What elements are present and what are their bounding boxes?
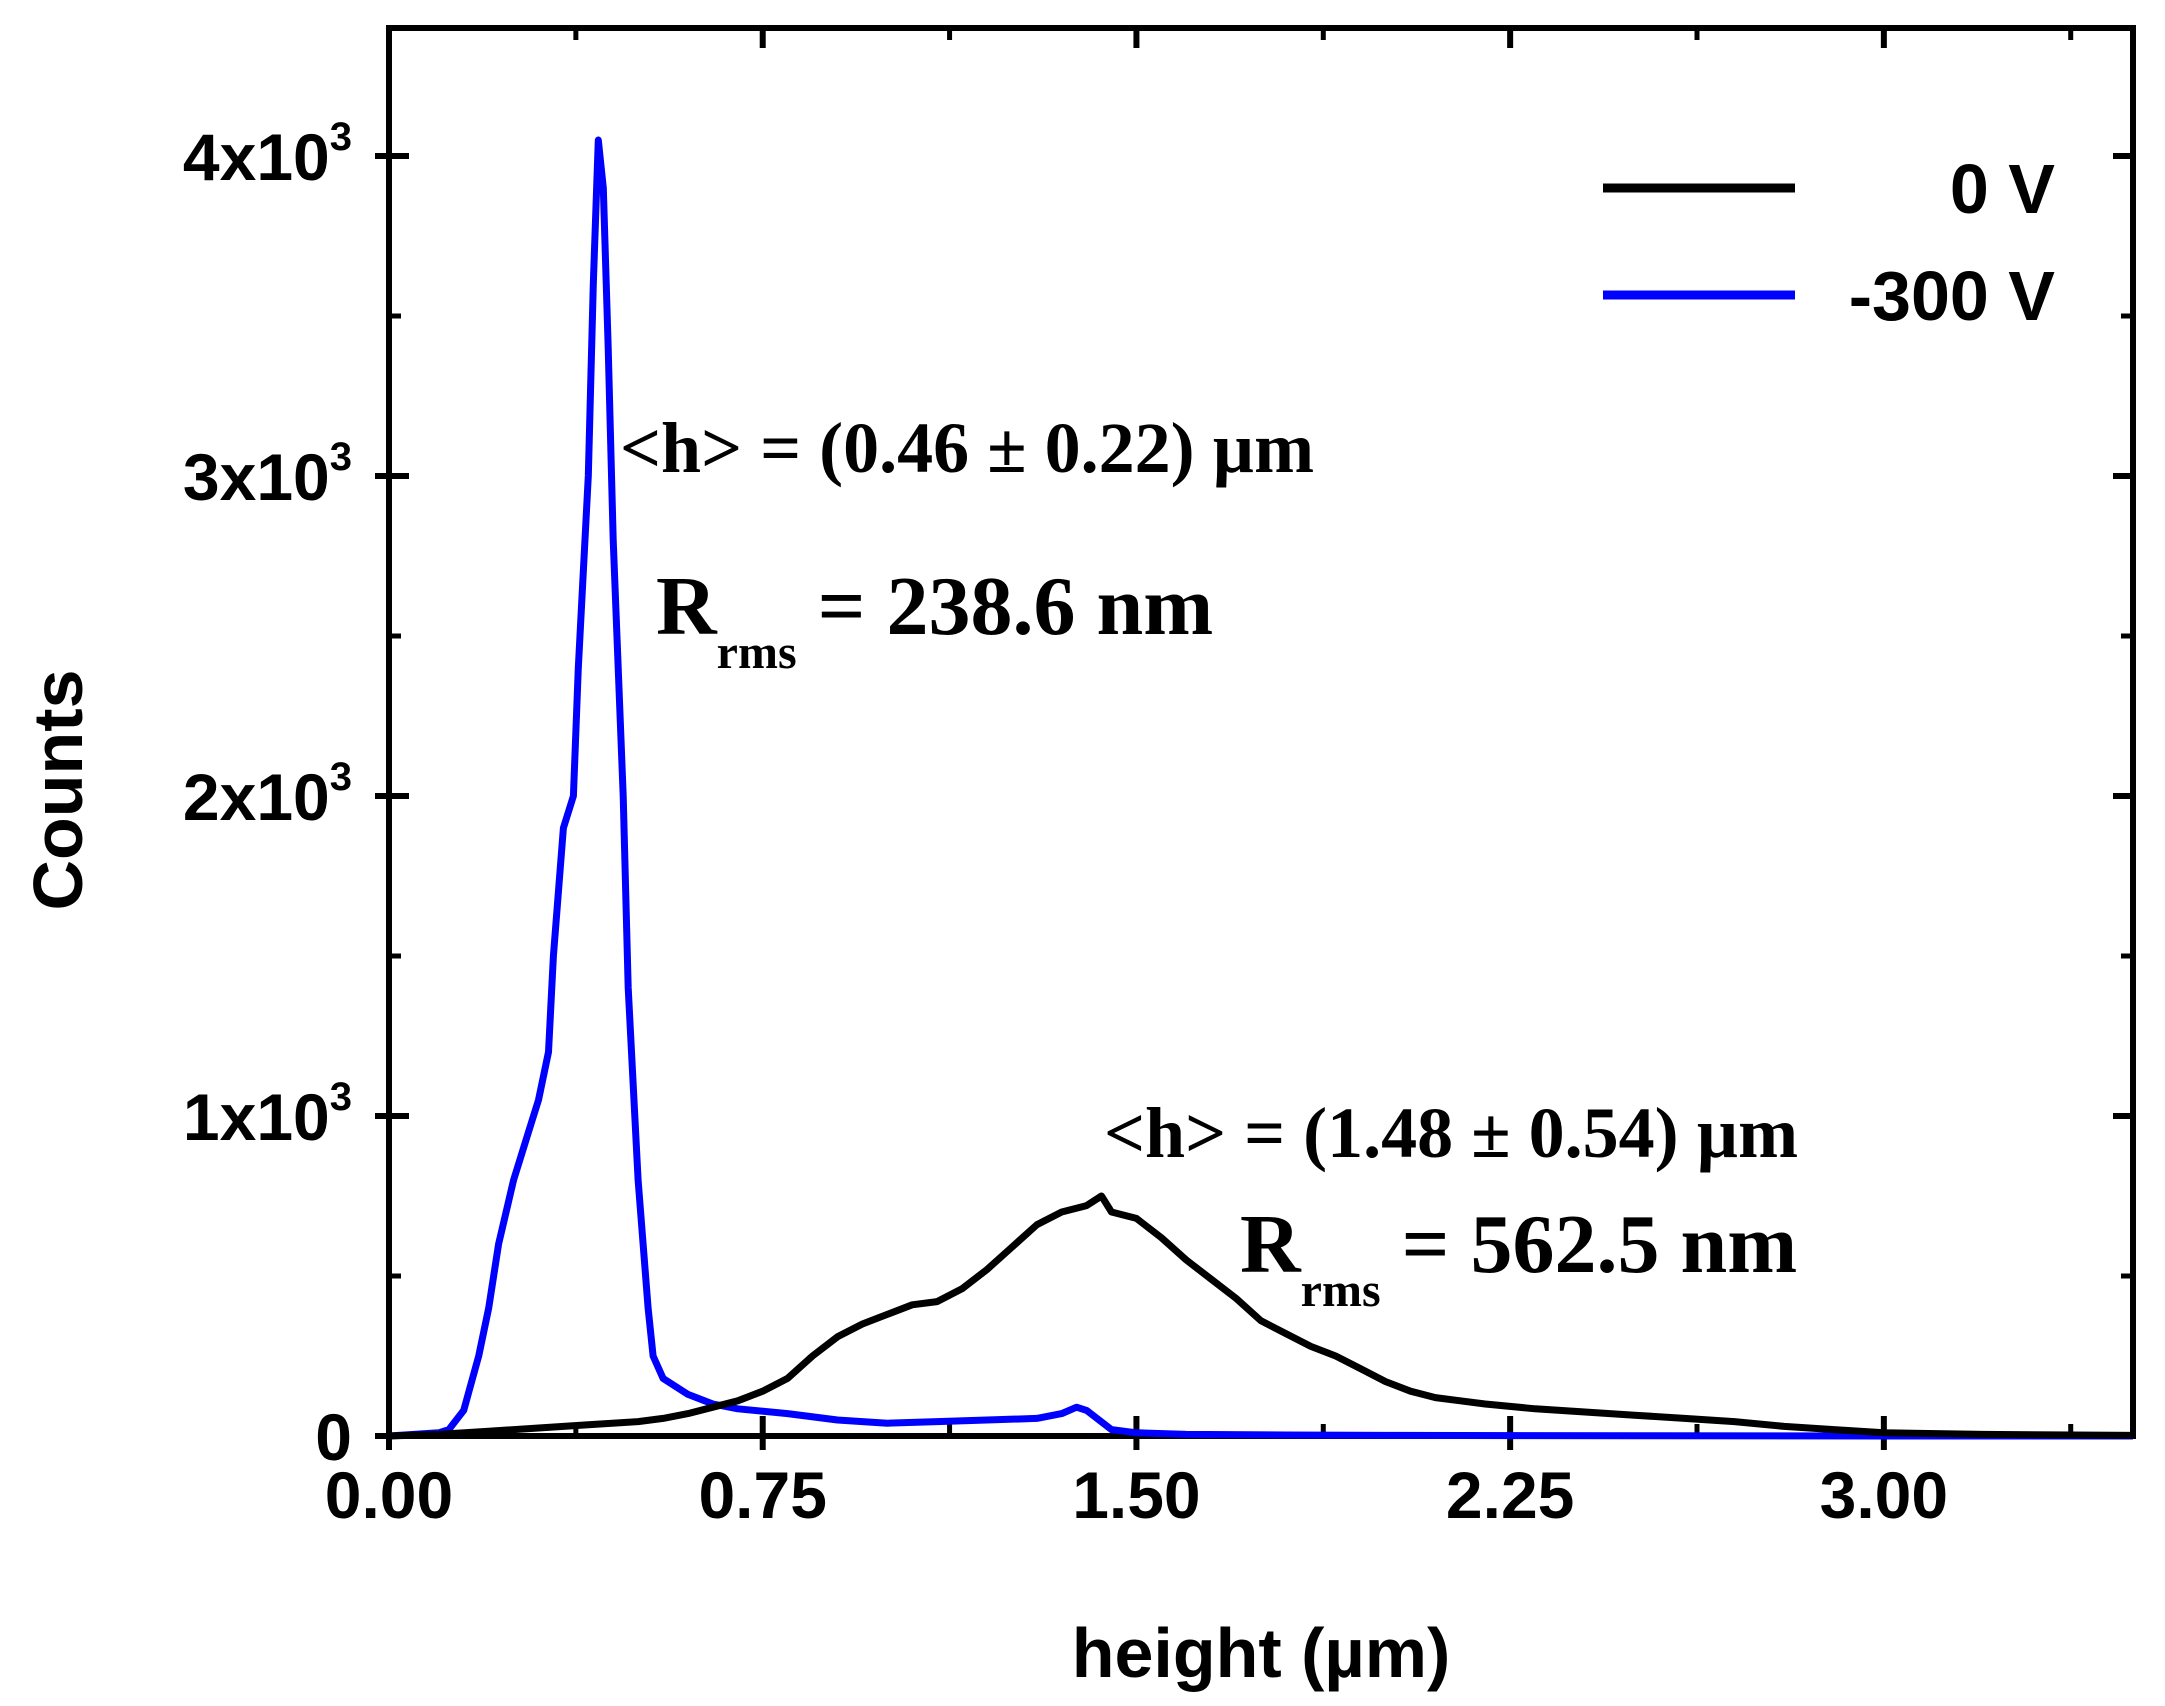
y-axis-title: Counts <box>19 669 97 910</box>
y-tick-label: 0 <box>315 1400 352 1474</box>
y-tick-label-exp: 3 <box>330 1075 352 1119</box>
x-axis-title: height (µm) <box>1072 1614 1451 1692</box>
y-tick-label-exp: 3 <box>330 755 352 799</box>
x-tick-label: 0.75 <box>698 1458 826 1532</box>
x-tick-label: 1.50 <box>1072 1458 1200 1532</box>
annotation-rrms-300v-prefix: R <box>656 560 718 653</box>
x-tick-label: 0.00 <box>325 1458 453 1532</box>
y-tick-label-base: 1x10 <box>183 1080 330 1154</box>
legend-label-300v: -300 V <box>1849 257 2056 335</box>
annotation-mean-height-300v: <h> = (0.46 ± 0.22) µm <box>620 408 1314 488</box>
y-tick-label-base: 4x10 <box>183 120 330 194</box>
annotation-rrms-0v-sub: rms <box>1301 1264 1381 1317</box>
annotation-mean-height-0v: <h> = (1.48 ± 0.54) µm <box>1104 1093 1798 1173</box>
annotation-rrms-0v-prefix: R <box>1240 1198 1302 1291</box>
annotation-rrms-0v-value: = 562.5 nm <box>1381 1198 1798 1291</box>
y-tick-label-base: 3x10 <box>183 440 330 514</box>
series-line-0v <box>388 1192 2134 1440</box>
y-tick-label: 2x103 <box>183 755 352 834</box>
annotation-rrms-300v: Rrms = 238.6 nm <box>656 560 1213 679</box>
y-tick-label: 3x103 <box>183 435 352 514</box>
y-tick-label: 4x103 <box>183 115 352 194</box>
x-tick-label: 3.00 <box>1820 1458 1948 1532</box>
annotation-rrms-300v-sub: rms <box>717 626 797 679</box>
y-tick-label: 1x103 <box>183 1075 352 1154</box>
legend: 0 V -300 V <box>1603 150 2055 335</box>
annotation-rrms-0v: Rrms = 562.5 nm <box>1240 1198 1797 1317</box>
y-tick-label-base: 2x10 <box>183 760 330 834</box>
y-tick-label-base: 0 <box>315 1400 352 1474</box>
series-layer <box>388 136 2134 1440</box>
x-tick-labels: 0.00 0.75 1.50 2.25 3.00 <box>325 1458 1948 1532</box>
series-line-300v <box>388 136 2133 1440</box>
legend-label-0v: 0 V <box>1950 150 2055 228</box>
y-tick-label-exp: 3 <box>330 115 352 159</box>
y-tick-label-exp: 3 <box>330 435 352 479</box>
x-tick-label: 2.25 <box>1446 1458 1574 1532</box>
annotation-rrms-300v-value: = 238.6 nm <box>797 560 1214 653</box>
